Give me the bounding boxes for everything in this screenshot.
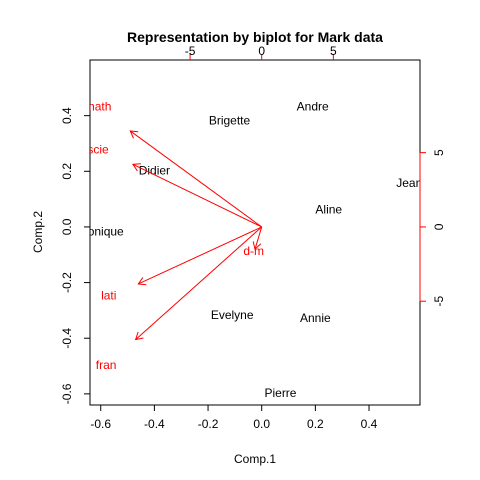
loading-arrow-shaft (135, 226, 263, 340)
loading-arrow-shaft (129, 130, 263, 228)
point-label: Andre (297, 99, 329, 113)
y-tick-label: 0.4 (60, 107, 74, 124)
point-label: Annie (300, 311, 331, 325)
loading-label: scie (87, 143, 109, 157)
x-tick-label: 0.2 (307, 417, 324, 431)
point-label: Evelyne (211, 308, 254, 322)
x-tick-label: -0.6 (90, 417, 111, 431)
point-label: Monique (78, 225, 124, 239)
chart-title: Representation by biplot for Mark data (127, 29, 383, 45)
point-label: Didier (139, 163, 170, 177)
loading-arrow-head (252, 241, 262, 251)
right-tick-label: 5 (432, 149, 446, 156)
loading-arrows: math scie lati fran d-m (85, 99, 264, 372)
y-axis-label: Comp.2 (31, 211, 45, 253)
loading-arrow-shaft (254, 226, 263, 250)
loading-label: d-m (243, 244, 264, 258)
x-tick-label: -0.4 (144, 417, 165, 431)
bottom-axis: -0.6 -0.4 -0.2 0.0 0.2 0.4 (90, 405, 378, 431)
loading-arrow-head (134, 331, 144, 341)
y-tick-label: -0.6 (60, 383, 74, 404)
point-label: Brigette (209, 113, 251, 127)
y-tick-label: 0.0 (60, 218, 74, 235)
right-axis: -5 0 5 (419, 149, 446, 307)
top-tick-label: 0 (258, 44, 265, 58)
loading-arrow-head (132, 163, 141, 172)
loading-label: lati (101, 289, 116, 303)
loading-arrow-head (129, 130, 139, 139)
x-axis-label: Comp.1 (234, 452, 276, 466)
loading-label: math (85, 99, 112, 113)
top-axis: -5 0 5 (185, 44, 337, 60)
loading-arrow-head (137, 277, 147, 286)
y-tick-label: -0.2 (60, 272, 74, 293)
x-tick-label: 0.4 (361, 417, 378, 431)
loading-label: fran (96, 358, 117, 372)
observation-labels: Andre Brigette Didier Jean Aline Monique Evely… (78, 99, 422, 400)
right-tick-label: 0 (432, 223, 446, 230)
top-tick-label: -5 (185, 44, 196, 58)
left-axis: -0.6 -0.4 -0.2 0.0 0.2 0.4 (60, 107, 90, 404)
loading-arrow-shaft (138, 226, 262, 285)
x-tick-label: 0.0 (253, 417, 270, 431)
top-tick-label: 5 (330, 44, 337, 58)
y-tick-label: -0.4 (60, 328, 74, 349)
point-label: Aline (315, 202, 342, 216)
right-tick-label: -5 (432, 296, 446, 307)
point-label: Pierre (264, 386, 296, 400)
point-label: Jean (396, 176, 422, 190)
loading-arrow-shaft (132, 163, 262, 228)
y-tick-label: 0.2 (60, 163, 74, 180)
x-tick-label: -0.2 (198, 417, 219, 431)
